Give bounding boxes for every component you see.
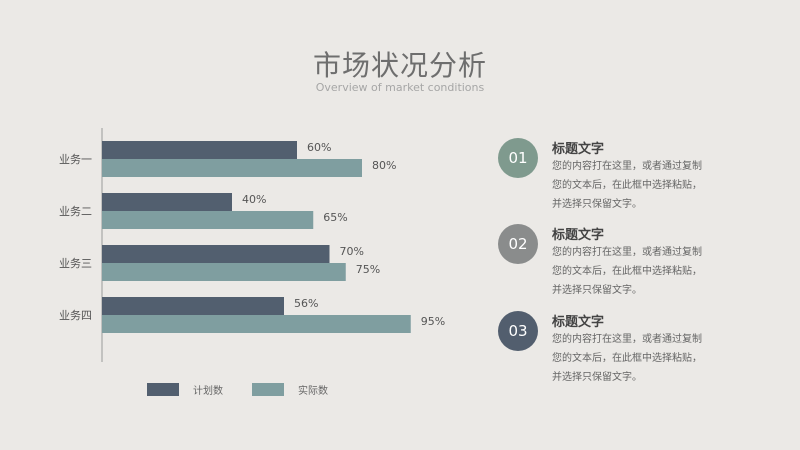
number-badge-3: 03 — [498, 311, 538, 351]
bar-actual — [102, 263, 346, 281]
bar-plan — [102, 245, 330, 263]
bar-plan — [102, 193, 232, 211]
page-subtitle: Overview of market conditions — [315, 81, 485, 94]
legend-swatch-actual — [252, 383, 284, 396]
legend-item-plan: 计划数 — [147, 382, 223, 397]
category-label: 业务一 — [59, 153, 92, 166]
info-title-2: 标题文字 — [552, 228, 605, 243]
data-label: 95% — [421, 315, 445, 328]
data-label: 75% — [356, 263, 380, 276]
bar-actual — [102, 159, 362, 177]
bar-actual — [102, 211, 314, 229]
number-badge-2: 02 — [498, 224, 538, 264]
legend-label-actual: 实际数 — [298, 386, 328, 397]
page-title: 市场状况分析 — [312, 49, 487, 82]
legend-swatch-plan — [147, 383, 179, 396]
data-label: 56% — [294, 297, 318, 310]
legend-label-plan: 计划数 — [193, 386, 223, 397]
category-label: 业务四 — [59, 309, 92, 322]
category-label: 业务二 — [59, 205, 92, 218]
data-label: 40% — [242, 193, 266, 206]
number-badge-1: 01 — [498, 138, 538, 178]
info-title-1: 标题文字 — [552, 142, 605, 157]
info-text-1: 您的内容打在这里，或者通过复制您的文本后，在此框中选择粘贴，并选择只保留文字。 — [552, 161, 702, 210]
data-label: 70% — [340, 245, 364, 258]
data-label: 60% — [307, 141, 331, 154]
data-label: 65% — [323, 211, 347, 224]
bar-actual — [102, 315, 411, 333]
bar-plan — [102, 141, 297, 159]
info-title-3: 标题文字 — [552, 315, 605, 330]
category-label: 业务三 — [59, 257, 92, 270]
chart-legend: 计划数 实际数 — [0, 382, 800, 402]
bar-plan — [102, 297, 284, 315]
info-text-3: 您的内容打在这里，或者通过复制您的文本后，在此框中选择粘贴，并选择只保留文字。 — [552, 334, 702, 383]
data-label: 80% — [372, 159, 396, 172]
info-text-2: 您的内容打在这里，或者通过复制您的文本后，在此框中选择粘贴，并选择只保留文字。 — [552, 247, 702, 296]
bar-chart: 业务一 60% 80% 业务二 40% 65% 业务三 70% 75% 业务四 56% 95% — [59, 128, 445, 362]
legend-item-actual: 实际数 — [252, 382, 328, 397]
